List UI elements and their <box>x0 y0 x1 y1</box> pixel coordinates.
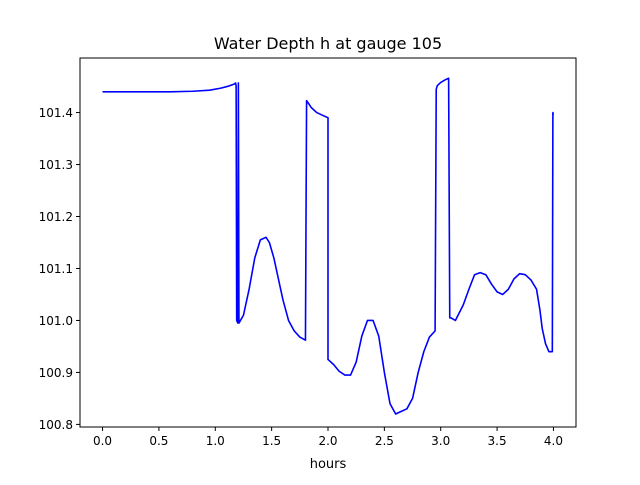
y-tick-label: 101.4 <box>39 106 73 120</box>
x-tick-label: 1.5 <box>262 434 281 448</box>
x-tick-label: 0.5 <box>149 434 168 448</box>
x-axis-label: hours <box>310 457 347 472</box>
y-tick-label: 101.0 <box>39 314 73 328</box>
x-tick-label: 3.5 <box>488 434 507 448</box>
y-tick-label: 101.1 <box>39 262 73 276</box>
y-tick-label: 101.2 <box>39 210 73 224</box>
y-tick-label: 100.9 <box>39 366 73 380</box>
x-tick-label: 0.0 <box>93 434 112 448</box>
y-tick-label: 101.3 <box>39 158 73 172</box>
y-tick-label: 100.8 <box>39 418 73 432</box>
x-tick-label: 2.5 <box>375 434 394 448</box>
x-tick-label: 1.0 <box>206 434 225 448</box>
x-tick-label: 3.0 <box>431 434 450 448</box>
series-line-1 <box>102 77 555 415</box>
chart-title: Water Depth h at gauge 105 <box>214 34 442 53</box>
plot-area: 0.0 0.5 1.0 1.5 2.0 2.5 3.0 3.5 4.0 100.8 100.9 101… <box>39 57 577 448</box>
x-tick-label: 2.0 <box>318 434 337 448</box>
x-tick-label: 4.0 <box>544 434 563 448</box>
